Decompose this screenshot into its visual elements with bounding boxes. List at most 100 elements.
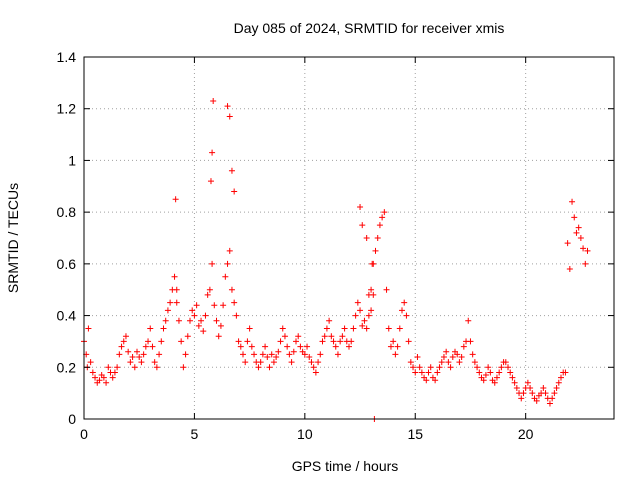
data-point [332,343,339,350]
data-point [224,103,231,110]
data-point [363,325,370,332]
data-point [511,379,518,386]
data-point [405,338,412,345]
data-point [383,286,390,293]
data-point [573,229,580,236]
data-point [255,364,262,371]
x-tick-label: 10 [297,426,313,442]
data-point [577,235,584,241]
y-tick-label: 0 [68,411,76,427]
data-point [507,369,514,376]
data-point [359,322,366,329]
data-point [465,317,472,324]
data-point [493,374,500,381]
data-point [562,369,569,376]
data-point [423,377,430,384]
data-point [348,338,355,345]
data-point [566,266,573,273]
data-point [487,369,494,376]
data-point [129,353,136,360]
data-point [120,338,127,345]
data-point [436,364,443,371]
data-point [432,377,439,384]
data-point [273,353,280,360]
data-point [418,369,425,376]
data-point [357,203,364,210]
data-point [251,351,258,358]
data-point [111,369,118,376]
data-point [114,364,121,371]
data-point [542,390,549,397]
data-point [89,369,96,376]
data-point [449,353,456,360]
data-point [474,364,481,371]
data-point [582,260,589,267]
data-point [502,359,509,366]
data-point [363,235,370,241]
data-point [569,198,576,205]
y-tick-label: 1 [68,152,76,168]
data-point [270,359,277,366]
data-point [116,351,123,358]
data-point [354,299,361,306]
data-point [228,286,235,293]
data-point [513,384,520,391]
data-points [81,98,591,422]
data-point [268,351,275,358]
data-point [145,338,152,345]
y-axis-label: SRMTID / TECUs [5,183,21,293]
y-tick-label: 1.2 [57,101,77,117]
data-point [226,247,233,254]
x-tick-label: 5 [191,426,199,442]
data-point [416,364,423,371]
x-tick-label: 15 [407,426,423,442]
data-point [427,364,434,371]
data-point [277,338,284,345]
data-point [520,390,527,397]
data-point [122,333,129,340]
data-point [207,178,214,185]
data-point [171,273,178,280]
data-point [164,307,171,314]
data-point [328,333,335,340]
data-point [467,338,474,345]
data-point [334,351,341,358]
data-point [284,343,291,350]
data-point [96,377,103,384]
data-point [189,307,196,314]
data-point [330,338,337,345]
data-point [149,343,156,350]
data-point [85,325,92,332]
data-point [443,348,450,355]
data-point [279,325,286,332]
data-point [505,364,511,371]
data-point [447,364,454,371]
data-point [529,390,536,397]
data-point [509,374,516,381]
data-point [399,307,405,314]
data-point [286,351,293,358]
data-point [226,113,233,120]
data-point [392,351,399,358]
data-point [178,338,185,345]
data-point [575,224,582,231]
data-point [317,351,324,358]
data-point [211,302,218,309]
data-point [326,317,333,324]
data-point [337,338,344,345]
data-point [257,359,264,366]
data-point [228,167,235,174]
data-point [200,328,207,335]
data-point [350,325,357,332]
y-tick-label: 1.4 [57,49,77,65]
data-point [434,369,441,376]
data-point [290,348,297,355]
data-point [220,302,227,309]
data-point [237,343,244,350]
data-point [414,353,421,360]
data-point [407,359,414,366]
y-tick-label: 0.6 [57,256,77,272]
data-point [476,369,483,376]
